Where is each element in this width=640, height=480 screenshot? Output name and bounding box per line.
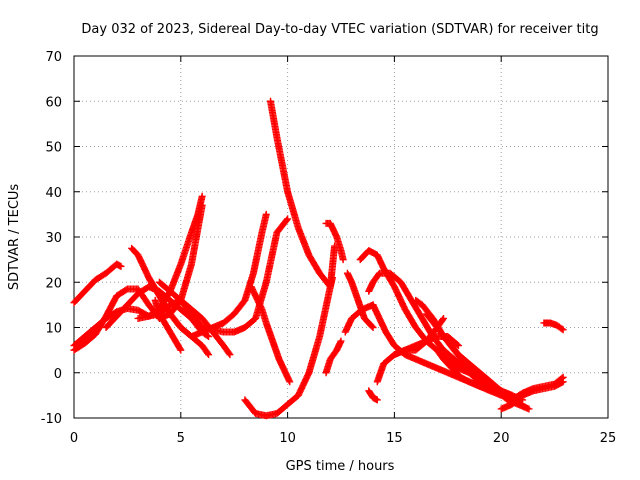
data-point xyxy=(440,314,448,322)
data-point xyxy=(558,325,566,333)
series-arc-26 xyxy=(433,346,516,399)
data-point xyxy=(198,192,206,200)
data-point xyxy=(117,262,125,270)
y-axis-title: SDTVAR / TECUs xyxy=(7,184,22,291)
data-point xyxy=(525,405,533,413)
data-point xyxy=(558,374,566,382)
y-tick-label: 10 xyxy=(45,322,62,337)
y-tick-label: 30 xyxy=(45,231,62,246)
data-point xyxy=(205,333,213,341)
x-tick-label: 5 xyxy=(177,431,185,446)
series-arc-9 xyxy=(151,296,185,354)
data-point xyxy=(262,210,270,218)
data-point xyxy=(368,322,376,330)
data-point xyxy=(337,337,345,345)
chart-title: Day 032 of 2023, Sidereal Day-to-day VTE… xyxy=(81,22,598,37)
series-arc-12 xyxy=(267,97,336,291)
series-arc-11 xyxy=(247,283,294,386)
data-point xyxy=(177,346,185,354)
y-tick-label: 50 xyxy=(45,141,62,156)
series-arc-13 xyxy=(305,242,339,377)
series-arc-1 xyxy=(70,260,125,307)
x-tick-label: 0 xyxy=(70,431,78,446)
series-arc-8 xyxy=(155,278,234,359)
data-point xyxy=(205,351,213,359)
x-tick-label: 10 xyxy=(279,431,296,446)
y-tick-label: 60 xyxy=(45,95,62,110)
series-arc-15 xyxy=(322,337,345,377)
y-tick-label: 0 xyxy=(54,367,62,382)
data-point xyxy=(339,256,347,264)
data-point xyxy=(369,324,377,331)
data-point xyxy=(373,396,381,404)
data-point xyxy=(225,349,233,357)
series-arc-10 xyxy=(241,369,313,420)
x-tick-label: 15 xyxy=(386,431,403,446)
data-point xyxy=(176,345,184,353)
data-point xyxy=(453,341,461,349)
data-point xyxy=(519,400,527,408)
data-point xyxy=(204,349,212,357)
data-point xyxy=(454,342,462,350)
data-point xyxy=(283,216,291,224)
grid xyxy=(74,56,608,418)
data-series xyxy=(70,97,567,420)
series-arc-29 xyxy=(540,319,567,334)
x-axis-title: GPS time / hours xyxy=(286,459,395,474)
axis-ticks: 0 5 10 15 20 25 -10 0 10 20 30 40 50 60 70 xyxy=(41,50,617,446)
y-tick-label: 70 xyxy=(45,50,62,65)
series-arc-17 xyxy=(343,269,377,331)
data-point xyxy=(226,351,234,359)
data-point xyxy=(284,215,292,223)
series-arc-14 xyxy=(322,219,347,264)
data-point xyxy=(559,373,567,381)
y-tick-label: 20 xyxy=(45,276,62,291)
data-point xyxy=(559,326,567,334)
data-point xyxy=(439,316,447,324)
x-tick-label: 25 xyxy=(600,431,617,446)
y-tick-label: -10 xyxy=(41,412,62,427)
series-arc-28 xyxy=(508,373,567,404)
y-tick-label: 40 xyxy=(45,186,62,201)
data-point xyxy=(203,332,211,340)
series-arc-21 xyxy=(365,387,381,404)
data-point xyxy=(286,378,294,386)
x-tick-label: 20 xyxy=(493,431,510,446)
